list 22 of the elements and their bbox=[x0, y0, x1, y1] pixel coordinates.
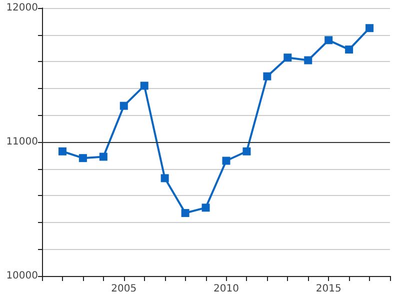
point bbox=[345, 46, 354, 54]
y-tick-label: 11000 bbox=[6, 136, 38, 148]
point bbox=[140, 82, 148, 90]
point bbox=[78, 154, 87, 162]
y-tick-label: 12000 bbox=[6, 2, 38, 14]
point bbox=[58, 147, 66, 156]
point bbox=[304, 56, 312, 64]
x-tick-label: 2010 bbox=[214, 284, 239, 294]
point bbox=[120, 102, 128, 110]
point bbox=[99, 152, 108, 161]
point bbox=[160, 174, 169, 182]
point bbox=[222, 156, 230, 165]
point bbox=[263, 72, 272, 80]
point bbox=[242, 147, 251, 156]
point bbox=[284, 54, 292, 62]
y-tick-label: 10000 bbox=[6, 270, 38, 282]
x-tick-label: 2015 bbox=[316, 284, 342, 294]
point bbox=[202, 204, 210, 212]
point bbox=[324, 36, 333, 44]
x-tick-label: 2005 bbox=[111, 284, 137, 294]
point bbox=[366, 24, 374, 32]
point bbox=[181, 209, 190, 218]
